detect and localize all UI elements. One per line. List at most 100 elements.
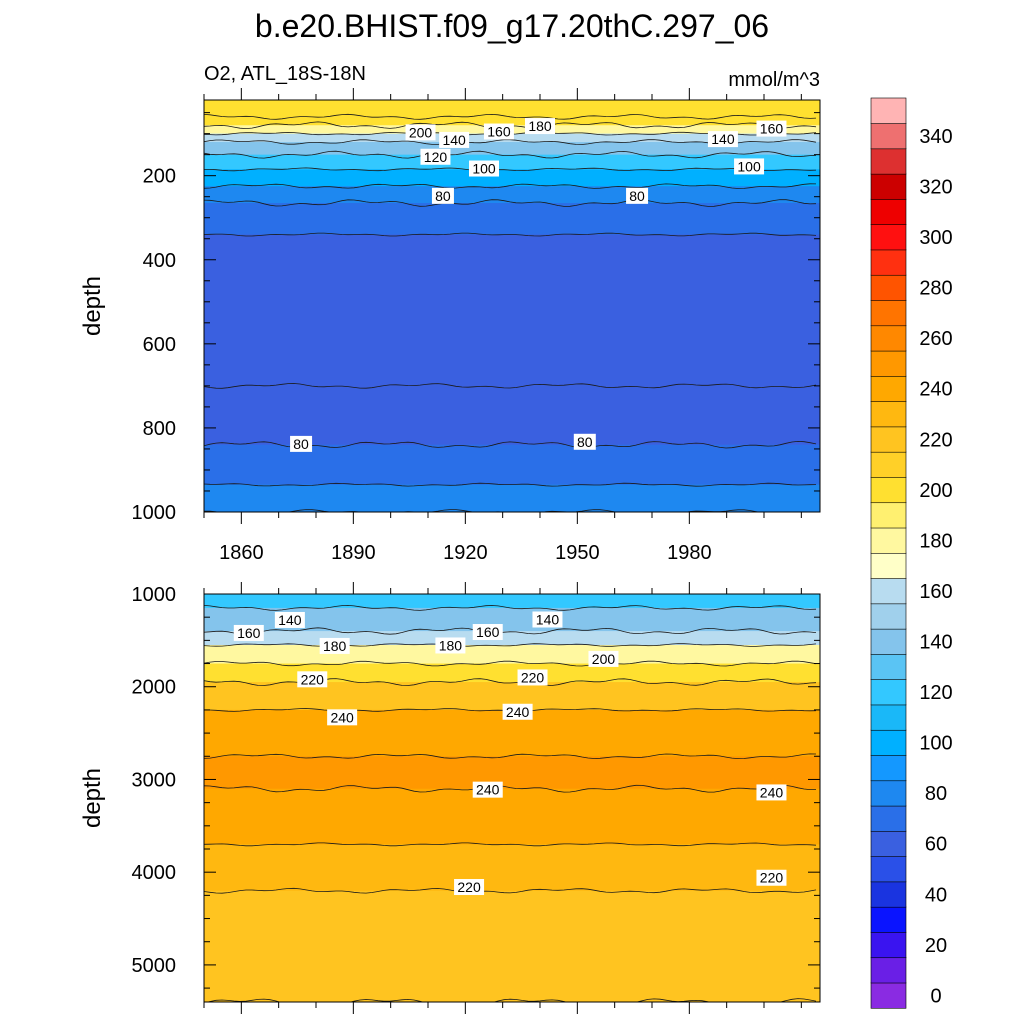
y-tick-label: 800 [143,418,176,440]
contour-label-box [420,148,451,165]
colorbar-label: 180 [919,530,952,552]
contour-label: 80 [435,188,451,204]
colorbar-label: 140 [919,631,952,653]
contour-band [204,154,820,170]
contour-line [204,113,817,120]
contour-line [204,627,817,635]
colorbar-swatch [870,881,907,908]
colorbar-swatch [870,122,907,150]
contour-label-box [297,671,328,688]
contour-label-box [439,131,470,148]
colorbar-swatch [870,679,907,706]
contour-label-box [756,120,787,137]
contour-line [204,842,817,847]
contour-band [204,645,820,665]
contour-label-box [588,650,619,667]
contour-band [204,100,820,118]
colorbar-swatch [870,729,907,756]
colorbar-swatch [870,830,907,857]
contour-band [204,788,820,845]
contour-label: 120 [424,149,448,165]
colorbar-swatch [870,552,907,579]
colorbar-swatch [870,780,907,807]
contour-label-box [431,187,454,204]
colorbar-swatch [870,931,907,959]
contour-label-box [274,611,305,628]
contour-label: 220 [301,671,325,687]
contour-label: 160 [476,624,500,640]
colorbar-label: 260 [919,328,952,350]
contour-line [204,784,817,793]
contour-label-box [756,869,787,886]
colorbar-label: 320 [919,176,952,198]
colorbar-swatch [870,502,907,529]
contour-label-box [472,624,503,641]
colorbar: 0 20 40 60 80 100 120 140 160 180 200 220 240 260 280 3… [870,97,953,1009]
colorbar-swatch [870,375,907,402]
contour-label: 80 [629,188,645,204]
y-tick-label: 600 [143,334,176,356]
contour-label-box [525,118,555,135]
contour-label: 220 [521,669,545,685]
colorbar-label: 40 [925,884,947,906]
contour-band [204,234,820,387]
colorbar-swatch [870,148,907,175]
colorbar-swatch [870,628,907,655]
contour-label-box [517,669,548,686]
contour-label: 160 [487,124,511,140]
contour-line [204,660,817,667]
colorbar-label: 160 [919,581,952,603]
contour-label-box [454,879,485,896]
contour-label-box [290,435,313,452]
colorbar-swatch [870,401,907,428]
contour-band [204,594,820,609]
contour-label: 180 [439,637,463,653]
y-tick-label: 5000 [132,955,177,977]
colorbar-label: 100 [919,733,952,755]
colorbar-swatch [870,249,907,276]
contour-band [204,186,820,204]
panel-subtitle: O2, ATL_18S-18N [204,63,366,85]
colorbar-label: 20 [925,935,947,957]
contour-label-box [472,781,503,798]
contour-band [204,844,820,892]
contour-line [204,183,817,189]
y-tick-label: 4000 [132,862,177,884]
contour-label-box [469,160,499,177]
colorbar-swatch [870,906,907,933]
y-tick-label: 2000 [132,677,177,699]
contour-line [204,753,817,760]
colorbar-label: 60 [925,834,947,856]
contour-label-box [405,124,436,141]
colorbar-swatch [870,476,907,504]
contour-label: 220 [457,879,481,895]
colorbar-label: 280 [919,278,952,300]
colorbar-label: 200 [919,480,952,502]
contour-band [204,890,820,1002]
colorbar-label: 220 [919,429,952,451]
colorbar-swatch [870,704,907,731]
colorbar-swatch [870,603,907,630]
colorbar-swatch [870,325,907,352]
contour-band [204,756,820,790]
colorbar-swatch [870,198,907,225]
colorbar-swatch [870,957,907,984]
contour-band [204,607,820,632]
contour-line [204,383,817,389]
y-axis-label: depth [79,276,106,336]
contour-line [204,199,817,207]
contour-label-box [532,611,563,628]
plot-frame [203,99,821,513]
contour-band [204,142,820,156]
y-axis-label: depth [79,768,106,828]
x-tick-label: 1920 [443,542,488,564]
contour-label-box [483,123,514,140]
colorbar-swatch [870,299,907,327]
contour-label: 220 [760,870,784,886]
y-tick-label: 1000 [132,502,177,524]
contour-band [204,385,820,446]
colorbar-swatch [870,805,907,832]
colorbar-swatch [870,173,907,200]
